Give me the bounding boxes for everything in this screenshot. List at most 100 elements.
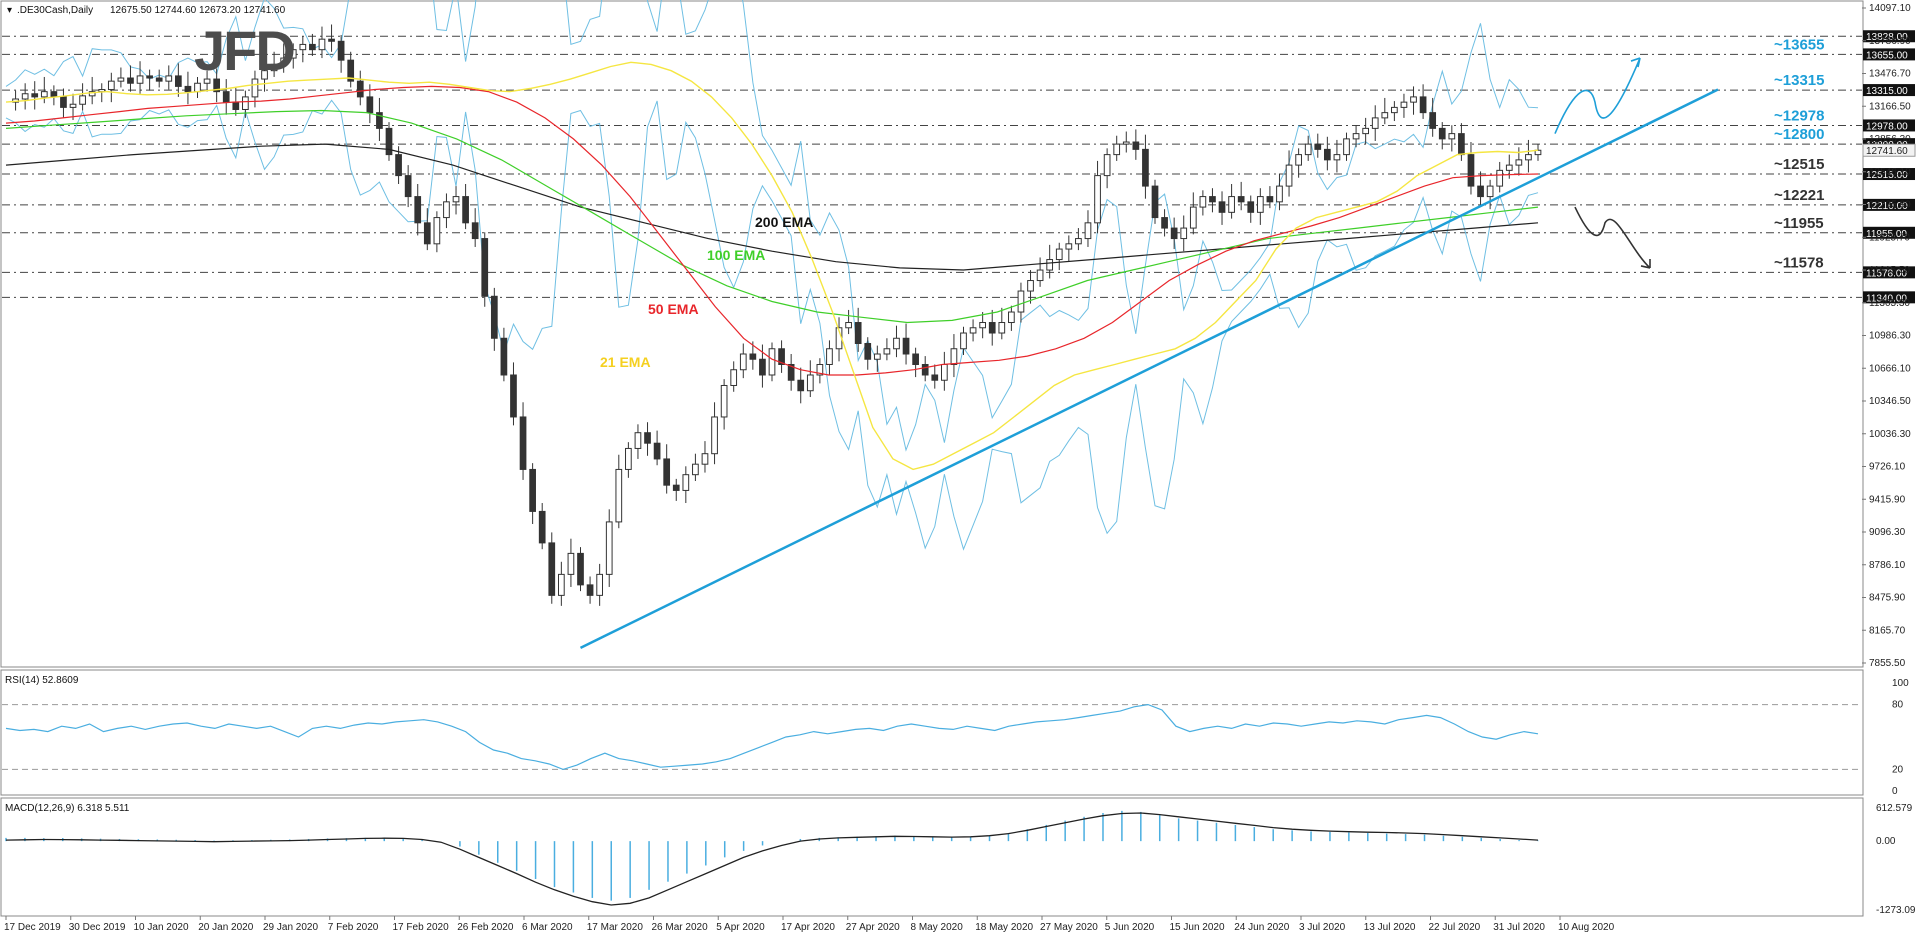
candle	[845, 309, 852, 335]
candle-body	[902, 337, 910, 355]
candle	[280, 43, 288, 73]
candle-body	[988, 322, 996, 334]
candle-body	[883, 348, 891, 355]
x-tick-label: 29 Jan 2020	[263, 922, 318, 933]
candle-body	[1419, 96, 1427, 114]
candle-body	[1036, 269, 1044, 282]
candle-body	[452, 196, 460, 203]
x-tick-label: 31 Jul 2020	[1493, 922, 1545, 933]
candle-body	[309, 43, 316, 51]
candle-body	[50, 91, 58, 98]
ema200-line	[5, 143, 1539, 271]
candle-body	[337, 40, 345, 61]
candle-body	[720, 384, 728, 418]
candle-body	[1371, 117, 1379, 129]
x-tick-label: 5 Apr 2020	[716, 922, 765, 933]
candle	[1036, 257, 1044, 287]
candle-body	[940, 363, 948, 381]
candle-body	[1161, 217, 1168, 229]
candle-body	[1017, 290, 1025, 313]
candle	[912, 347, 919, 378]
candle-body	[366, 96, 374, 114]
candle	[1285, 150, 1293, 197]
candle-body	[519, 416, 527, 470]
candle	[1142, 134, 1149, 199]
candle-body	[615, 468, 623, 523]
price-tick-label: 13786.90	[1869, 36, 1911, 47]
price-tick-label: 10036.30	[1869, 429, 1911, 440]
candle-body	[1314, 143, 1322, 150]
candle-body	[1103, 154, 1111, 177]
candle	[1199, 190, 1207, 216]
candle-body	[816, 363, 824, 376]
candle	[165, 65, 173, 90]
candle-body	[1505, 164, 1513, 171]
candle-body	[490, 295, 498, 339]
candle	[184, 71, 192, 105]
candle	[768, 342, 776, 382]
candle	[213, 68, 221, 103]
candle-body	[826, 348, 833, 365]
candle	[902, 323, 910, 365]
candle	[883, 338, 891, 361]
candle	[510, 362, 517, 426]
candle	[1113, 135, 1121, 161]
candle	[309, 33, 316, 56]
candle	[270, 51, 278, 77]
price-tick-label: 11925.70	[1869, 232, 1910, 243]
candle	[490, 287, 498, 351]
candle-body	[1218, 201, 1226, 213]
candle	[1410, 86, 1417, 115]
current-price-label: 12741.60	[1866, 146, 1908, 157]
candle-body	[701, 453, 709, 465]
candle-body	[481, 238, 489, 297]
candle	[672, 478, 680, 501]
price-tick-label: 10346.50	[1869, 396, 1911, 407]
candle	[328, 24, 335, 52]
candle	[1362, 117, 1370, 145]
candle	[1170, 217, 1178, 250]
candle-body	[1142, 148, 1149, 187]
price-tick-label: 8786.10	[1869, 560, 1906, 571]
candle	[481, 232, 489, 307]
macd-tick-label: -1273.091	[1876, 905, 1916, 916]
candle-body	[88, 91, 96, 97]
candle-body	[1199, 196, 1207, 208]
level-price-tag	[1863, 30, 1915, 43]
candle	[1161, 209, 1168, 237]
candle	[960, 326, 967, 356]
candle	[337, 34, 345, 73]
candle-body	[146, 75, 153, 79]
candle-body	[318, 38, 326, 51]
candle	[720, 379, 728, 430]
candle-body	[155, 77, 163, 82]
candle-body	[107, 80, 115, 91]
level-price-tag	[1863, 168, 1915, 181]
header-arrow-icon[interactable]: ▾	[7, 5, 12, 16]
x-tick-label: 7 Feb 2020	[328, 922, 379, 933]
price-tick-label: 10666.10	[1869, 363, 1911, 374]
level-price-tag-label: 11340.00	[1866, 293, 1907, 304]
candle	[347, 51, 355, 88]
candle-body	[1256, 196, 1264, 213]
level-label: ~12515	[1774, 156, 1824, 173]
candle	[1429, 97, 1437, 137]
candle	[88, 76, 96, 105]
x-tick-label: 17 Feb 2020	[393, 922, 450, 933]
bollinger-lower	[5, 99, 1539, 551]
candle	[538, 503, 546, 550]
candle	[1065, 235, 1073, 262]
candle-body	[347, 59, 355, 82]
candle-body	[1276, 185, 1283, 203]
candle-body	[184, 85, 192, 93]
price-tick-label: 12856.30	[1869, 134, 1911, 145]
candle-body	[60, 96, 67, 108]
level-price-tag	[1863, 266, 1915, 279]
candle-body	[739, 353, 747, 371]
candle	[1525, 139, 1532, 173]
macd-tick-label: 0.00	[1876, 836, 1896, 847]
candle	[174, 63, 182, 97]
candle	[1132, 129, 1140, 160]
